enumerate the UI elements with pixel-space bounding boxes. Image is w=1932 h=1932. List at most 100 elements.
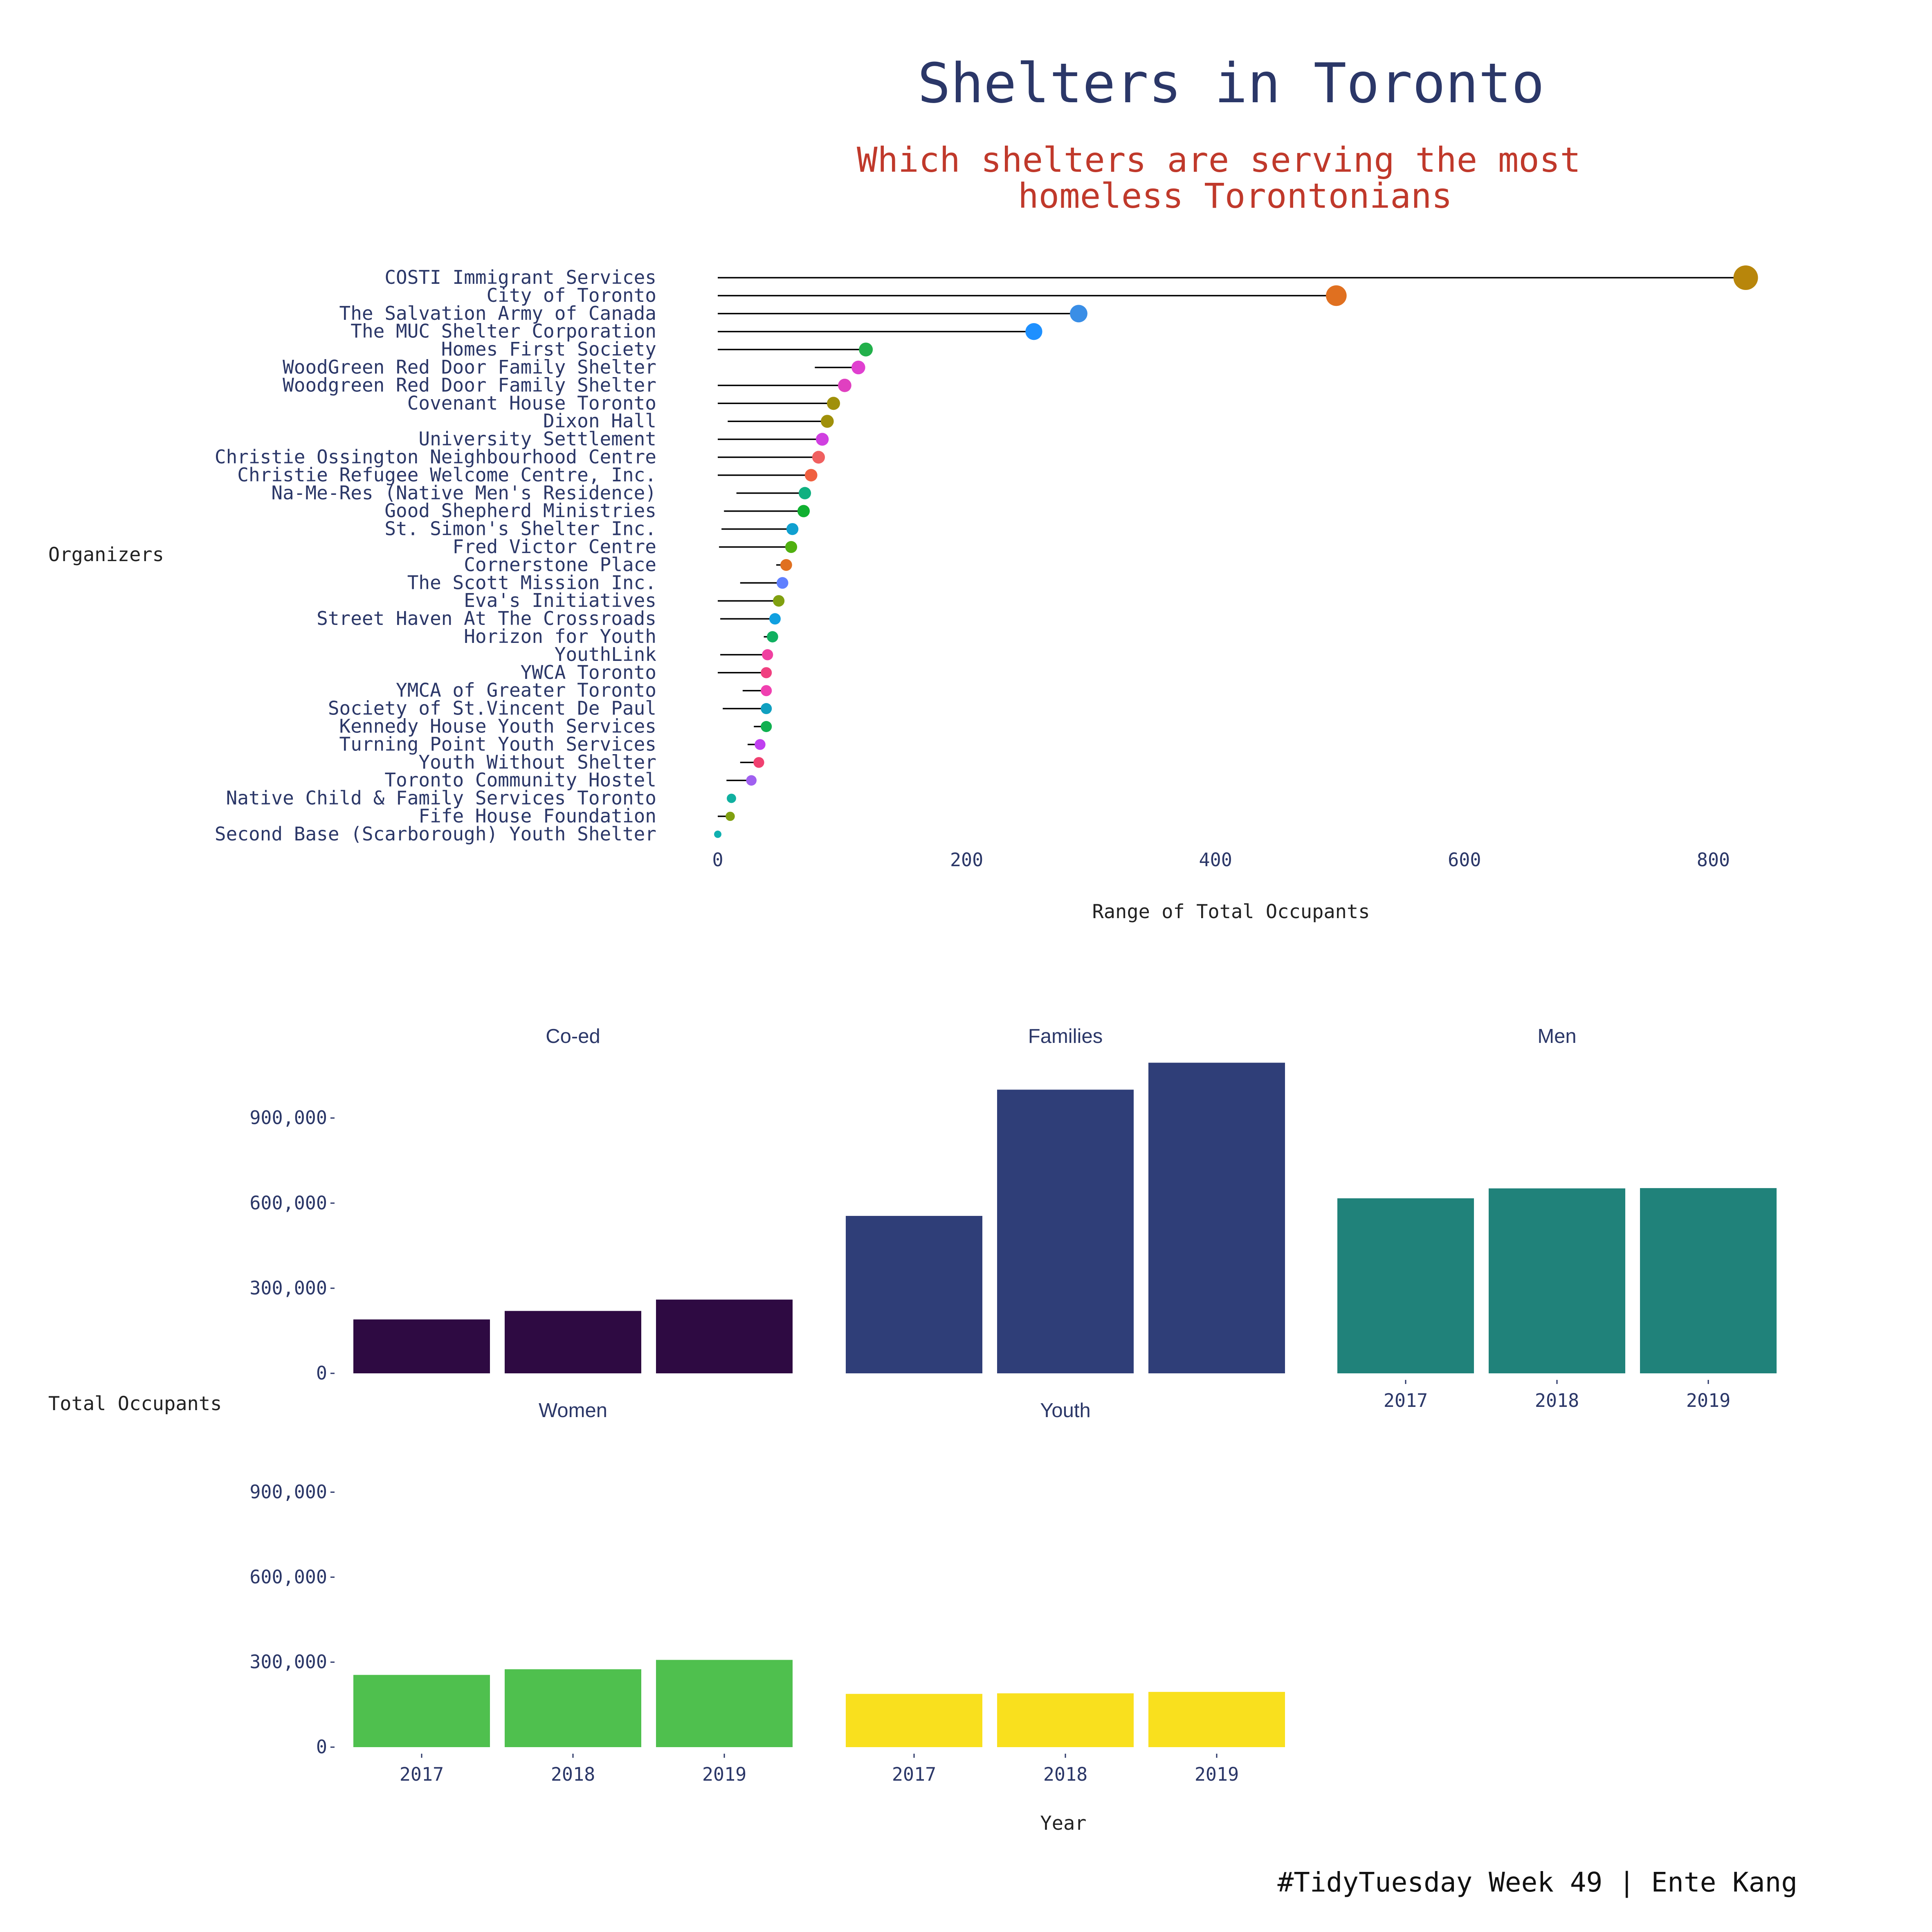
chart-title: Shelters in Toronto [918,52,1545,115]
bar [353,1319,490,1373]
organizer-label: The Scott Mission Inc. [407,571,656,593]
y-tick-label: 900,000 [249,1481,327,1503]
facet-title: Youth [1040,1400,1091,1422]
max-occupants-dot [761,685,772,696]
organizer-label: Good Shepherd Ministries [384,500,656,522]
bar [846,1694,982,1747]
bar [846,1216,982,1373]
organizer-label: Kennedy House Youth Services [339,715,656,737]
max-occupants-dot [859,342,873,357]
organizer-label: University Settlement [418,428,656,450]
facet-title: Co-ed [546,1025,600,1047]
bar [1148,1063,1285,1373]
organizer-label: Homes First Society [441,338,656,360]
organizer-label: YouthLink [555,643,656,665]
max-occupants-dot [785,541,798,553]
max-occupants-dot [726,811,735,821]
max-occupants-dot [851,360,865,375]
organizer-label: YWCA Toronto [521,661,656,683]
organizer-label: YMCA of Greater Toronto [396,679,656,701]
max-occupants-dot [755,739,766,750]
y-tick-label: 600,000 [249,1566,327,1588]
organizer-label: COSTI Immigrant Services [384,266,656,288]
x-tick-label: 800 [1697,849,1730,871]
bar [1337,1198,1474,1373]
bar [505,1669,641,1747]
bar [656,1299,793,1373]
max-occupants-dot [776,577,789,589]
organizer-label: Christie Ossington Neighbourhood Centre [215,446,656,468]
max-occupants-dot [714,830,721,838]
bar [1148,1692,1285,1747]
max-occupants-dot [838,379,851,392]
bar [353,1675,490,1747]
x-tick-label: 200 [950,849,983,871]
caption: #TidyTuesday Week 49 | Ente Kang [1277,1867,1797,1898]
max-occupants-dot [773,595,785,607]
y-tick-label: 300,000 [249,1277,327,1299]
organizer-label: City of Toronto [487,284,656,306]
bar [1640,1188,1777,1373]
x-tick-label: 0 [712,849,723,871]
bars-xlabel: Year [1040,1812,1086,1835]
x-tick-label: 2017 [400,1764,444,1785]
organizer-label: Horizon for Youth [464,625,656,647]
dumbbell-xlabel: Range of Total Occupants [1092,901,1370,923]
y-tick-label: 900,000 [249,1107,327,1129]
organizer-label: The MUC Shelter Corporation [350,320,656,342]
facet-bar-chart: Co-ed Families Men Women Youth 0 300,000 600,00… [249,1025,1777,1785]
max-occupants-dot [827,397,840,410]
organizer-label: Dixon Hall [543,410,656,432]
max-occupants-dot [1326,285,1347,306]
organizer-label: St. Simon's Shelter Inc. [384,518,656,540]
max-occupants-dot [797,505,810,517]
max-occupants-dot [769,613,781,625]
bar [1489,1188,1625,1373]
organizer-label: Covenant House Toronto [407,392,656,414]
y-tick-label: 600,000 [249,1192,327,1214]
x-tick-label: 400 [1199,849,1232,871]
organizer-label: The Salvation Army of Canada [339,302,656,324]
max-occupants-dot [804,469,818,482]
organizer-label: Fife House Foundation [418,805,656,827]
organizer-label: Second Base (Scarborough) Youth Shelter [215,823,656,845]
x-tick-label: 2019 [702,1764,746,1785]
organizer-label: Youth Without Shelter [418,751,656,773]
y-tick-label: 0 [316,1362,327,1384]
chart-subtitle-line2: homeless Torontonians [1018,176,1452,216]
x-tick-label: 600 [1448,849,1481,871]
bar [997,1090,1134,1373]
organizer-label: WoodGreen Red Door Family Shelter [283,356,656,378]
facet-title: Women [539,1400,607,1422]
max-occupants-dot [746,775,757,786]
facet-title: Men [1537,1025,1576,1047]
x-tick-label: 2019 [1686,1390,1730,1411]
x-tick-label: 2017 [892,1764,936,1785]
x-tick-label: 2018 [1043,1764,1087,1785]
max-occupants-dot [780,559,792,571]
organizer-label: Christie Refugee Welcome Centre, Inc. [237,464,656,486]
max-occupants-dot [762,649,773,660]
max-occupants-dot [1025,323,1042,340]
bar [997,1693,1134,1747]
x-tick-label: 2018 [1535,1390,1579,1411]
organizer-label: Native Child & Family Services Toronto [226,787,656,809]
max-occupants-dot [727,793,736,803]
organizer-label: Street Haven At The Crossroads [317,607,656,629]
x-tick-label: 2018 [551,1764,595,1785]
x-tick-label: 2019 [1195,1764,1239,1785]
chart-subtitle-line1: Which shelters are serving the most [857,140,1581,180]
organizer-label: Na-Me-Res (Native Men's Residence) [271,482,656,504]
max-occupants-dot [798,487,811,499]
max-occupants-dot [761,721,772,732]
dumbbell-ylabel: Organizers [48,544,164,566]
y-tick-label: 300,000 [249,1651,327,1673]
organizer-label: Turning Point Youth Services [339,733,656,755]
max-occupants-dot [761,667,772,678]
max-occupants-dot [815,433,829,446]
organizer-label: Fred Victor Centre [453,536,657,558]
max-occupants-dot [761,703,772,714]
max-occupants-dot [767,631,778,643]
